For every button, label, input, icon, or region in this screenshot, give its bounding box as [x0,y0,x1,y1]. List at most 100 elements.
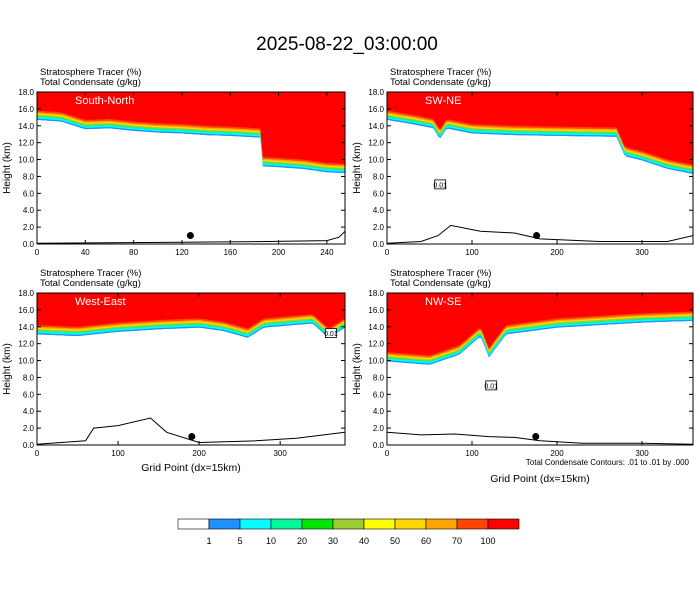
y-tick-label: 4.0 [373,407,385,416]
colorbar-swatch [301,518,334,530]
x-tick-label: 40 [81,248,90,257]
y-axis-label: Height (km) [352,343,363,395]
y-tick-label: 6.0 [23,189,35,198]
x-tick-label: 240 [320,248,334,257]
y-tick-label: 12.0 [18,340,34,349]
x-tick-label: 200 [272,248,286,257]
terrain-line [37,230,345,244]
x-tick-label: 160 [224,248,238,257]
y-tick-label: 12.0 [368,139,384,148]
y-tick-label: 4.0 [373,206,385,215]
x-tick-label: 0 [35,449,40,458]
y-tick-label: 16.0 [368,105,384,114]
terrain-line [387,224,693,244]
contour-label-box [434,179,447,190]
y-axis-label: Height (km) [352,142,363,194]
y-tick-label: 10.0 [368,357,384,366]
x-tick-label: 200 [192,449,206,458]
colorbar-label: 1 [206,536,211,546]
y-tick-label: 16.0 [368,306,384,315]
y-tick-label: 6.0 [373,189,385,198]
colorbar-label: 100 [480,536,495,546]
panel-label-condensate: Total Condensate (g/kg) [40,278,141,289]
tracer-level [37,293,345,329]
colorbar-swatch [456,518,489,530]
x-tick-label: 200 [550,449,564,458]
y-tick-label: 10.0 [368,156,384,165]
colorbar-label: 40 [359,536,369,546]
tracer-level [387,92,693,165]
y-axis-label: Height (km) [2,142,13,194]
plot-content: 0.01 [387,92,693,244]
terrain-line [37,417,345,445]
y-tick-label: 6.0 [373,390,385,399]
y-tick-label: 2.0 [373,424,385,433]
y-tick-label: 4.0 [23,206,35,215]
y-tick-label: 18.0 [368,88,384,97]
colorbar-swatch [270,518,303,530]
y-tick-label: 12.0 [368,340,384,349]
x-tick-label: 80 [129,248,138,257]
x-tick-label: 0 [35,248,40,257]
colorbar-swatch [394,518,427,530]
y-tick-label: 18.0 [18,289,34,298]
x-tick-label: 120 [175,248,189,257]
x-tick-label: 0 [385,449,390,458]
y-tick-label: 0.0 [373,240,385,249]
y-tick-label: 8.0 [373,373,385,382]
colorbar-swatch [177,518,210,530]
panel-label-tracer: Stratosphere Tracer (%) [40,268,141,279]
panel-label-condensate: Total Condensate (g/kg) [390,77,491,88]
panel-label-condensate: Total Condensate (g/kg) [390,278,491,289]
y-tick-label: 8.0 [23,172,35,181]
panel-title: West-East [75,296,126,308]
y-tick-label: 14.0 [368,323,384,332]
colorbar-swatch [208,518,241,530]
x-axis-label: Grid Point (dx=15km) [490,473,590,485]
contour-label-box [485,380,498,391]
colorbar-label: 10 [266,536,276,546]
panel-label-condensate: Total Condensate (g/kg) [40,77,141,88]
colorbar-label: 20 [297,536,307,546]
x-tick-label: 300 [273,449,287,458]
colorbar-label: 70 [452,536,462,546]
colorbar-label: 5 [237,536,242,546]
x-tick-label: 200 [550,248,564,257]
y-tick-label: 10.0 [18,357,34,366]
panel-label-tracer: Stratosphere Tracer (%) [390,67,491,78]
y-tick-label: 2.0 [373,223,385,232]
colorbar-label: 50 [390,536,400,546]
location-marker [532,433,540,441]
colorbar: 1 5 10 20 30 40 50 60 70 100 [177,518,520,546]
location-marker [533,232,541,240]
y-tick-label: 14.0 [18,122,34,131]
y-tick-label: 8.0 [373,172,385,181]
contour-label: 0.01 [324,331,338,338]
y-tick-label: 0.0 [23,441,35,450]
y-tick-label: 16.0 [18,105,34,114]
y-tick-label: 10.0 [18,156,34,165]
panel-south-north: Stratosphere Tracer (%)Total Condensate … [2,67,346,257]
colorbar-swatch [239,518,272,530]
panel-title: NW-SE [425,296,461,308]
colorbar-swatch [487,518,520,530]
y-tick-label: 8.0 [23,373,35,382]
panel-sw-ne: Stratosphere Tracer (%)Total Condensate … [352,67,694,257]
tracer-level [37,92,345,164]
y-tick-label: 14.0 [18,323,34,332]
y-tick-label: 2.0 [23,424,35,433]
panel-nw-se: Stratosphere Tracer (%)Total Condensate … [352,268,694,485]
footnote: Total Condensate Contours: .01 to .01 by… [526,458,690,467]
y-tick-label: 6.0 [23,390,35,399]
y-tick-label: 16.0 [18,306,34,315]
plot-content: 0.01 [37,293,345,445]
colorbar-swatch [332,518,365,530]
location-marker [188,433,196,441]
plot-content [37,92,345,244]
colorbar-label: 60 [421,536,431,546]
location-marker [186,232,194,240]
contour-label: 0.01 [433,182,447,189]
panel-title: SW-NE [425,95,461,107]
x-tick-label: 100 [465,449,479,458]
